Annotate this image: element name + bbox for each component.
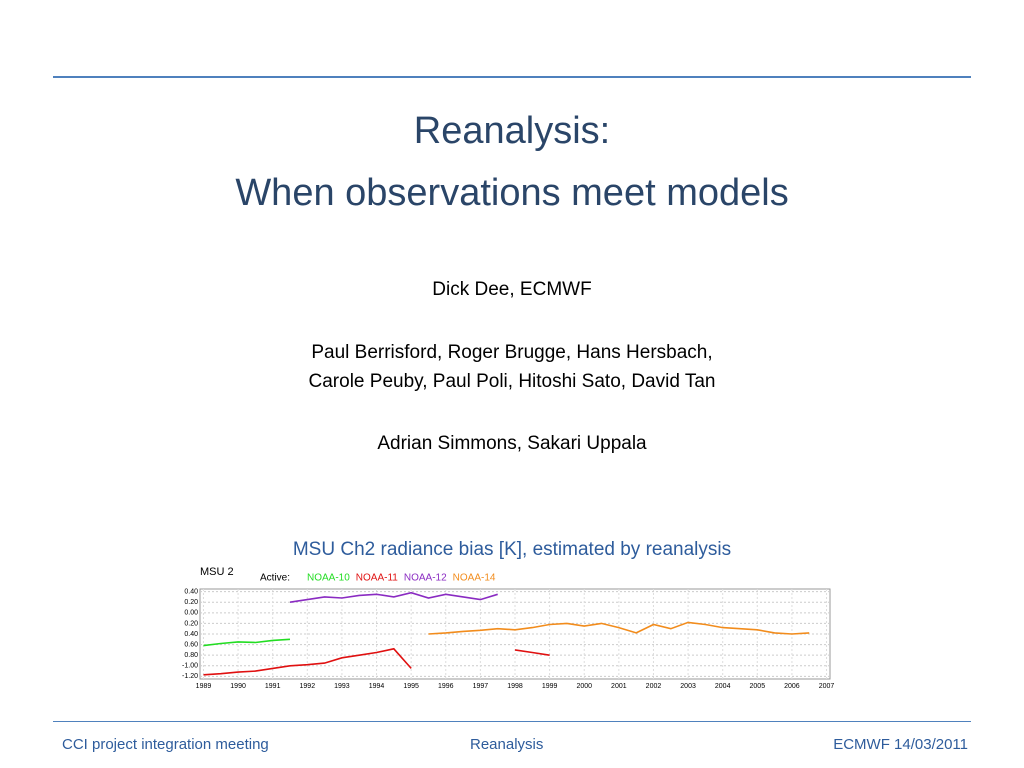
y-tick-label: 0.20 — [184, 599, 198, 606]
legend-entry: NOAA-12 — [404, 573, 447, 584]
footer-left: CCI project integration meeting — [62, 736, 269, 753]
x-tick-label: 1990 — [230, 683, 246, 690]
series-line — [203, 638, 291, 647]
x-tick-label: 1993 — [334, 683, 350, 690]
bottom-rule — [53, 721, 971, 722]
y-tick-label: 0.00 — [184, 610, 198, 617]
title: When observations meet models — [235, 172, 789, 214]
x-tick-label: 2002 — [646, 683, 662, 690]
x-tick-label: 1989 — [196, 683, 212, 690]
series-line — [289, 591, 498, 603]
x-tick-label: 2000 — [576, 683, 592, 690]
x-tick-label: 2005 — [750, 683, 766, 690]
author: Dick Dee, ECMWF — [432, 279, 592, 300]
series-line — [203, 647, 550, 676]
y-tick-label: 0.60 — [184, 641, 198, 648]
chart: MSU 2 Active: 0.40 0.20 0.00 0.20 0.40 0.60 0.… — [182, 566, 835, 690]
x-tick-label: 1992 — [300, 683, 316, 690]
legend-title: Active: — [260, 573, 290, 584]
y-tick-label: -1.00 — [182, 663, 198, 670]
legend-entry: NOAA-11 — [356, 573, 398, 584]
x-tick-label: 2006 — [784, 683, 800, 690]
y-tick-label: 0.40 — [184, 588, 198, 595]
coauthors: Carole Peuby, Paul Poli, Hitoshi Sato, D… — [308, 371, 716, 392]
series-line — [428, 621, 810, 635]
title: Reanalysis: — [413, 110, 611, 152]
top-rule — [53, 76, 971, 78]
x-tick-label: 2001 — [611, 683, 627, 690]
x-tick-label: 1997 — [473, 683, 489, 690]
footer-center: Reanalysis — [470, 736, 544, 753]
y-tick-label: 0.80 — [184, 652, 198, 659]
x-tick-label: 1994 — [369, 683, 385, 690]
x-tick-label: 1995 — [403, 683, 419, 690]
legend-entry: NOAA-14 — [453, 573, 496, 584]
x-tick-label: 2003 — [680, 683, 696, 690]
footer-right: ECMWF 14/03/2011 — [833, 736, 968, 753]
legend-entry: NOAA-10 — [307, 573, 350, 584]
x-tick-label: 2004 — [715, 683, 731, 690]
x-tick-label: 2007 — [819, 683, 835, 690]
x-tick-label: 1991 — [265, 683, 281, 690]
coauthors: Adrian Simmons, Sakari Uppala — [377, 433, 647, 454]
y-tick-label: -1.20 — [182, 673, 198, 680]
x-tick-label: 1996 — [438, 683, 454, 690]
x-tick-label: 1998 — [507, 683, 523, 690]
chart-title: MSU 2 — [200, 566, 234, 578]
figure-caption: MSU Ch2 radiance bias [K], estimated by … — [292, 539, 732, 560]
y-tick-label: 0.40 — [184, 631, 198, 638]
coauthors: Paul Berrisford, Roger Brugge, Hans Hers… — [311, 342, 713, 363]
x-tick-label: 1999 — [542, 683, 558, 690]
y-tick-label: 0.20 — [184, 620, 198, 627]
